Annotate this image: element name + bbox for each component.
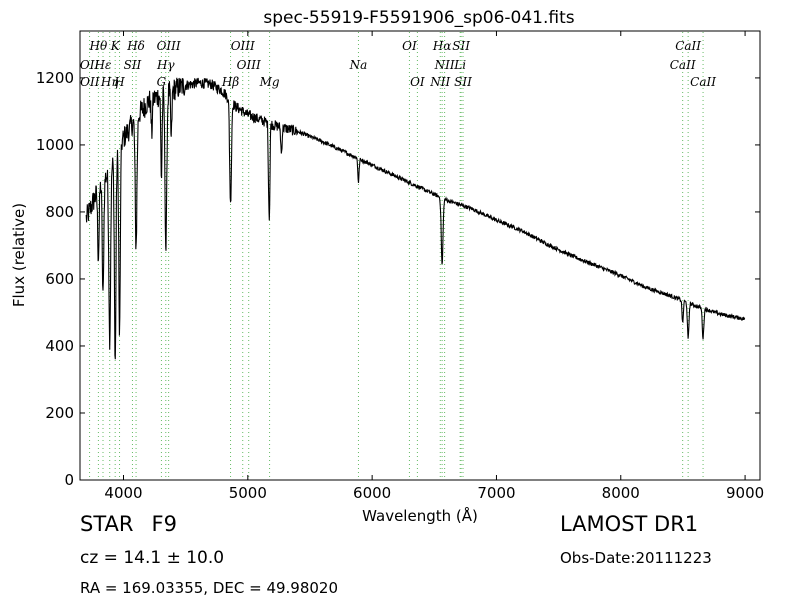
line-marker-label: CaII — [690, 75, 716, 89]
x-tick-label: 8000 — [602, 484, 640, 502]
coordinates-label: RA = 169.03355, DEC = 49.98020 — [80, 579, 339, 597]
chart-title: spec-55919-F5591906_sp06-041.fits — [263, 8, 574, 28]
line-marker-label: Hθ — [89, 39, 108, 53]
line-marker-label: OI — [410, 75, 425, 89]
line-marker-label: SII — [124, 58, 142, 72]
object-class: STAR F9 — [80, 512, 177, 536]
y-tick-label: 0 — [64, 471, 74, 489]
x-axis-label: Wavelength (Å) — [362, 506, 478, 525]
x-tick-label: 9000 — [726, 484, 764, 502]
cz-error: ± 10.0 — [166, 548, 225, 568]
line-marker-label: OII — [80, 75, 100, 89]
line-marker-label: Hε — [94, 58, 112, 72]
survey-label: LAMOST DR1 — [560, 512, 699, 536]
cz-value: cz = 14.1 — [80, 548, 162, 568]
line-marker-label: NII — [429, 75, 450, 89]
x-tick-label: 7000 — [477, 484, 515, 502]
line-marker-label: Mg — [259, 75, 280, 89]
line-marker-label: OI — [402, 39, 417, 53]
line-marker-label: CaII — [670, 58, 696, 72]
line-marker-label: Hβ — [221, 75, 239, 89]
y-tick-label: 1000 — [36, 136, 74, 154]
line-marker-label: CaII — [675, 39, 701, 53]
y-tick-label: 800 — [45, 203, 74, 221]
line-marker-label: H — [113, 75, 125, 89]
redshift-label: cz = 14.1 ± 10.0 — [80, 548, 224, 568]
x-tick-label: 5000 — [229, 484, 267, 502]
x-tick-label: 4000 — [104, 484, 142, 502]
line-marker-label: Hγ — [156, 58, 175, 72]
line-marker-label: OIII — [231, 39, 255, 53]
line-marker-label: Li — [453, 58, 466, 72]
line-marker-label: Na — [349, 58, 368, 72]
y-tick-label: 400 — [45, 337, 74, 355]
class-value: STAR — [80, 512, 134, 536]
line-marker-label: NII — [434, 58, 455, 72]
x-tick-label: 6000 — [353, 484, 391, 502]
spectrum-layer — [85, 77, 746, 360]
line-marker-label: Hα — [432, 39, 452, 53]
line-marker-label: K — [110, 39, 121, 53]
line-marker-label: G — [157, 75, 167, 89]
line-marker-label: SII — [452, 39, 470, 53]
y-tick-label: 200 — [45, 404, 74, 422]
line-marker-label: OII — [80, 58, 100, 72]
axis-ticks: 4000 5000 6000 7000 8000 9000 0 200 400 600 800 100… — [36, 31, 764, 502]
line-marker-label: OIII — [237, 58, 261, 72]
y-axis-label: Flux (relative) — [10, 203, 28, 307]
line-marker-label: OIII — [157, 39, 181, 53]
spectrum-line — [85, 77, 746, 360]
observation-date: Obs-Date:20111223 — [560, 549, 712, 567]
line-marker-label: SII — [454, 75, 472, 89]
y-tick-label: 600 — [45, 270, 74, 288]
subclass-value: F9 — [151, 512, 177, 536]
line-marker-label: Hη — [100, 75, 119, 89]
line-marker-label: Hδ — [126, 39, 145, 53]
plot-frame — [79, 30, 761, 481]
y-tick-label: 1200 — [36, 69, 74, 87]
